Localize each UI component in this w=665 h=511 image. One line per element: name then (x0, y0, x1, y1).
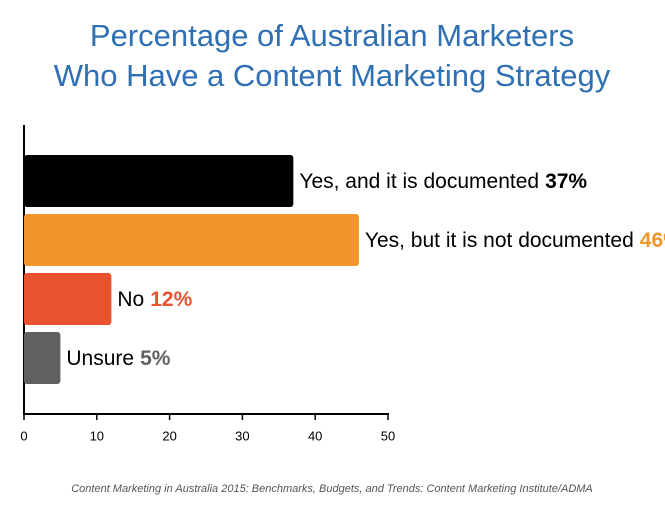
category-label: Unsure (66, 347, 134, 370)
bar-label: Yes, and it is documented 37% (299, 170, 587, 193)
x-tick-label: 10 (90, 428, 104, 443)
chart-title: Who Have a Content Marketing Strategy (54, 58, 611, 93)
bar-label: No 12% (117, 288, 192, 311)
bar-label: Unsure 5% (66, 347, 170, 370)
bar (24, 332, 61, 384)
bar-label: Yes, but it is not documented 46% (365, 229, 665, 252)
chart-title: Percentage of Australian Marketers (90, 18, 574, 53)
x-tick-label: 0 (20, 428, 27, 443)
x-tick-label: 50 (381, 428, 395, 443)
value-label: 12% (150, 288, 192, 311)
value-label: 37% (545, 170, 587, 193)
bar (24, 214, 359, 266)
x-tick-label: 30 (235, 428, 249, 443)
value-label: 46% (640, 229, 665, 252)
source: Content Marketing in Australia 2015: Ben… (71, 483, 593, 495)
x-tick-label: 20 (162, 428, 176, 443)
value-label: 5% (140, 347, 171, 370)
x-tick-label: 40 (308, 428, 322, 443)
category-label: No (117, 288, 144, 311)
category-label: Yes, but it is not documented (365, 229, 634, 252)
category-label: Yes, and it is documented (299, 170, 539, 193)
bar (24, 155, 294, 207)
bar (24, 273, 112, 325)
